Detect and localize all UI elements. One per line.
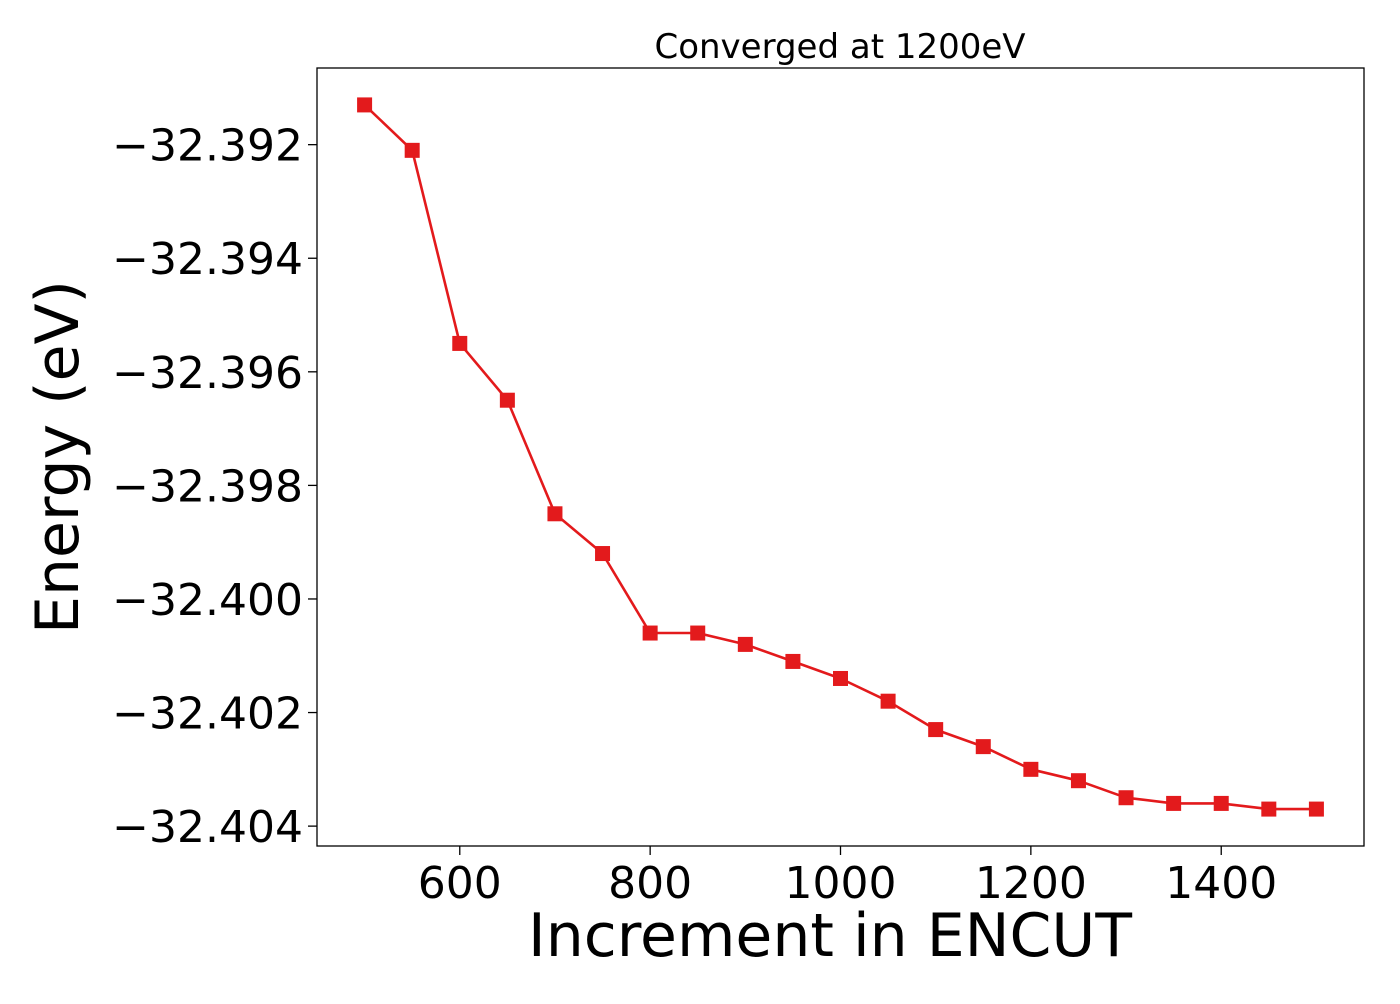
x-tick-label: 1400 [1165,858,1277,909]
y-tick-label: −32.398 [112,461,303,512]
y-tick-label: −32.402 [112,689,303,740]
data-point-marker [357,97,373,113]
x-axis-label: Increment in ENCUT [528,901,1132,971]
data-point-marker [452,335,468,351]
y-tick-label: −32.396 [112,348,303,399]
data-point-marker [785,653,801,669]
data-point-marker [1166,795,1182,811]
data-point-marker [1308,801,1324,817]
y-tick-label: −32.404 [112,802,303,853]
chart-title: Converged at 1200eV [654,27,1025,67]
data-point-marker [1118,790,1134,806]
x-tick-label: 1200 [975,858,1087,909]
data-point-marker [1070,773,1086,789]
data-point-marker [499,392,515,408]
y-axis-label: Energy (eV) [23,280,93,634]
data-point-marker [1023,761,1039,777]
data-point-marker [690,625,706,641]
data-point-marker [404,142,420,158]
data-point-marker [833,670,848,686]
y-tick-label: −32.394 [112,234,303,285]
plot-area [316,67,1365,847]
x-tick-label: 800 [608,858,692,909]
data-point-marker [595,546,611,562]
y-axis-ticks: −32.392 −32.394 −32.396 −32.398 −32.400 −32.4… [112,121,317,853]
data-point-marker [1261,801,1277,817]
x-tick-label: 600 [418,858,502,909]
data-point-marker [880,693,896,709]
data-point-marker [1213,795,1229,811]
x-axis-ticks: 600 800 1000 1200 1400 [418,846,1277,909]
data-point-marker [737,636,753,652]
y-tick-label: −32.400 [112,575,303,626]
series-layer [357,97,1324,817]
data-point-marker [642,625,658,641]
x-tick-label: 1000 [785,858,897,909]
data-point-marker [547,506,563,522]
y-tick-label: −32.392 [112,121,303,172]
data-point-marker [975,739,991,755]
data-point-marker [928,722,944,738]
